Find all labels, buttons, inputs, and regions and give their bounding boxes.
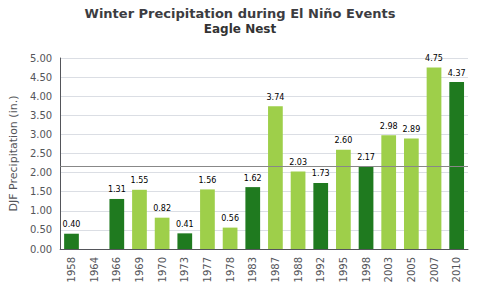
svg-text:2010: 2010 — [451, 257, 462, 282]
svg-text:0.41: 0.41 — [176, 220, 194, 229]
svg-text:1958: 1958 — [66, 257, 77, 282]
svg-text:1.55: 1.55 — [131, 176, 149, 185]
svg-text:1988: 1988 — [293, 257, 304, 282]
svg-text:1.56: 1.56 — [199, 176, 217, 185]
svg-text:1.31: 1.31 — [108, 185, 126, 194]
svg-text:1966: 1966 — [111, 257, 122, 282]
svg-text:2.03: 2.03 — [289, 158, 307, 167]
svg-text:2.50: 2.50 — [30, 148, 52, 159]
svg-text:1970: 1970 — [157, 257, 168, 282]
svg-text:1964: 1964 — [89, 257, 100, 282]
svg-text:2.17: 2.17 — [357, 153, 375, 162]
svg-text:2005: 2005 — [406, 257, 417, 282]
svg-text:0.00: 0.00 — [30, 244, 52, 255]
svg-text:2003: 2003 — [383, 257, 394, 282]
svg-text:1983: 1983 — [247, 257, 258, 282]
svg-text:1995: 1995 — [338, 257, 349, 282]
svg-text:4.50: 4.50 — [30, 72, 52, 83]
svg-text:1987: 1987 — [270, 257, 281, 282]
svg-text:4.75: 4.75 — [425, 54, 443, 63]
svg-text:3.74: 3.74 — [267, 93, 285, 102]
svg-text:DJF Precipitation (in.): DJF Precipitation (in.) — [7, 96, 20, 212]
svg-text:0.50: 0.50 — [30, 224, 52, 235]
svg-text:1.73: 1.73 — [312, 169, 330, 178]
svg-text:2.89: 2.89 — [402, 125, 420, 134]
svg-text:1969: 1969 — [134, 257, 145, 282]
svg-text:2.00: 2.00 — [30, 167, 52, 178]
svg-text:1992: 1992 — [315, 257, 326, 282]
svg-text:1.00: 1.00 — [30, 205, 52, 216]
svg-text:2.98: 2.98 — [380, 122, 398, 131]
svg-text:1998: 1998 — [361, 257, 372, 282]
svg-text:3.00: 3.00 — [30, 129, 52, 140]
svg-text:1.62: 1.62 — [244, 174, 262, 183]
svg-text:4.00: 4.00 — [30, 91, 52, 102]
svg-text:1978: 1978 — [225, 257, 236, 282]
svg-text:1977: 1977 — [202, 257, 213, 282]
svg-text:0.56: 0.56 — [221, 214, 239, 223]
svg-text:Winter Precipitation during El: Winter Precipitation during El Niño Even… — [85, 6, 396, 21]
svg-text:3.50: 3.50 — [30, 110, 52, 121]
svg-text:4.37: 4.37 — [448, 69, 466, 78]
svg-text:2007: 2007 — [429, 257, 440, 282]
svg-text:0.82: 0.82 — [153, 204, 171, 213]
svg-text:1.50: 1.50 — [30, 186, 52, 197]
svg-text:1973: 1973 — [179, 257, 190, 282]
svg-text:2.60: 2.60 — [334, 136, 352, 145]
svg-text:Eagle Nest: Eagle Nest — [204, 22, 277, 36]
svg-text:0.40: 0.40 — [63, 220, 81, 229]
svg-text:5.00: 5.00 — [30, 53, 52, 64]
